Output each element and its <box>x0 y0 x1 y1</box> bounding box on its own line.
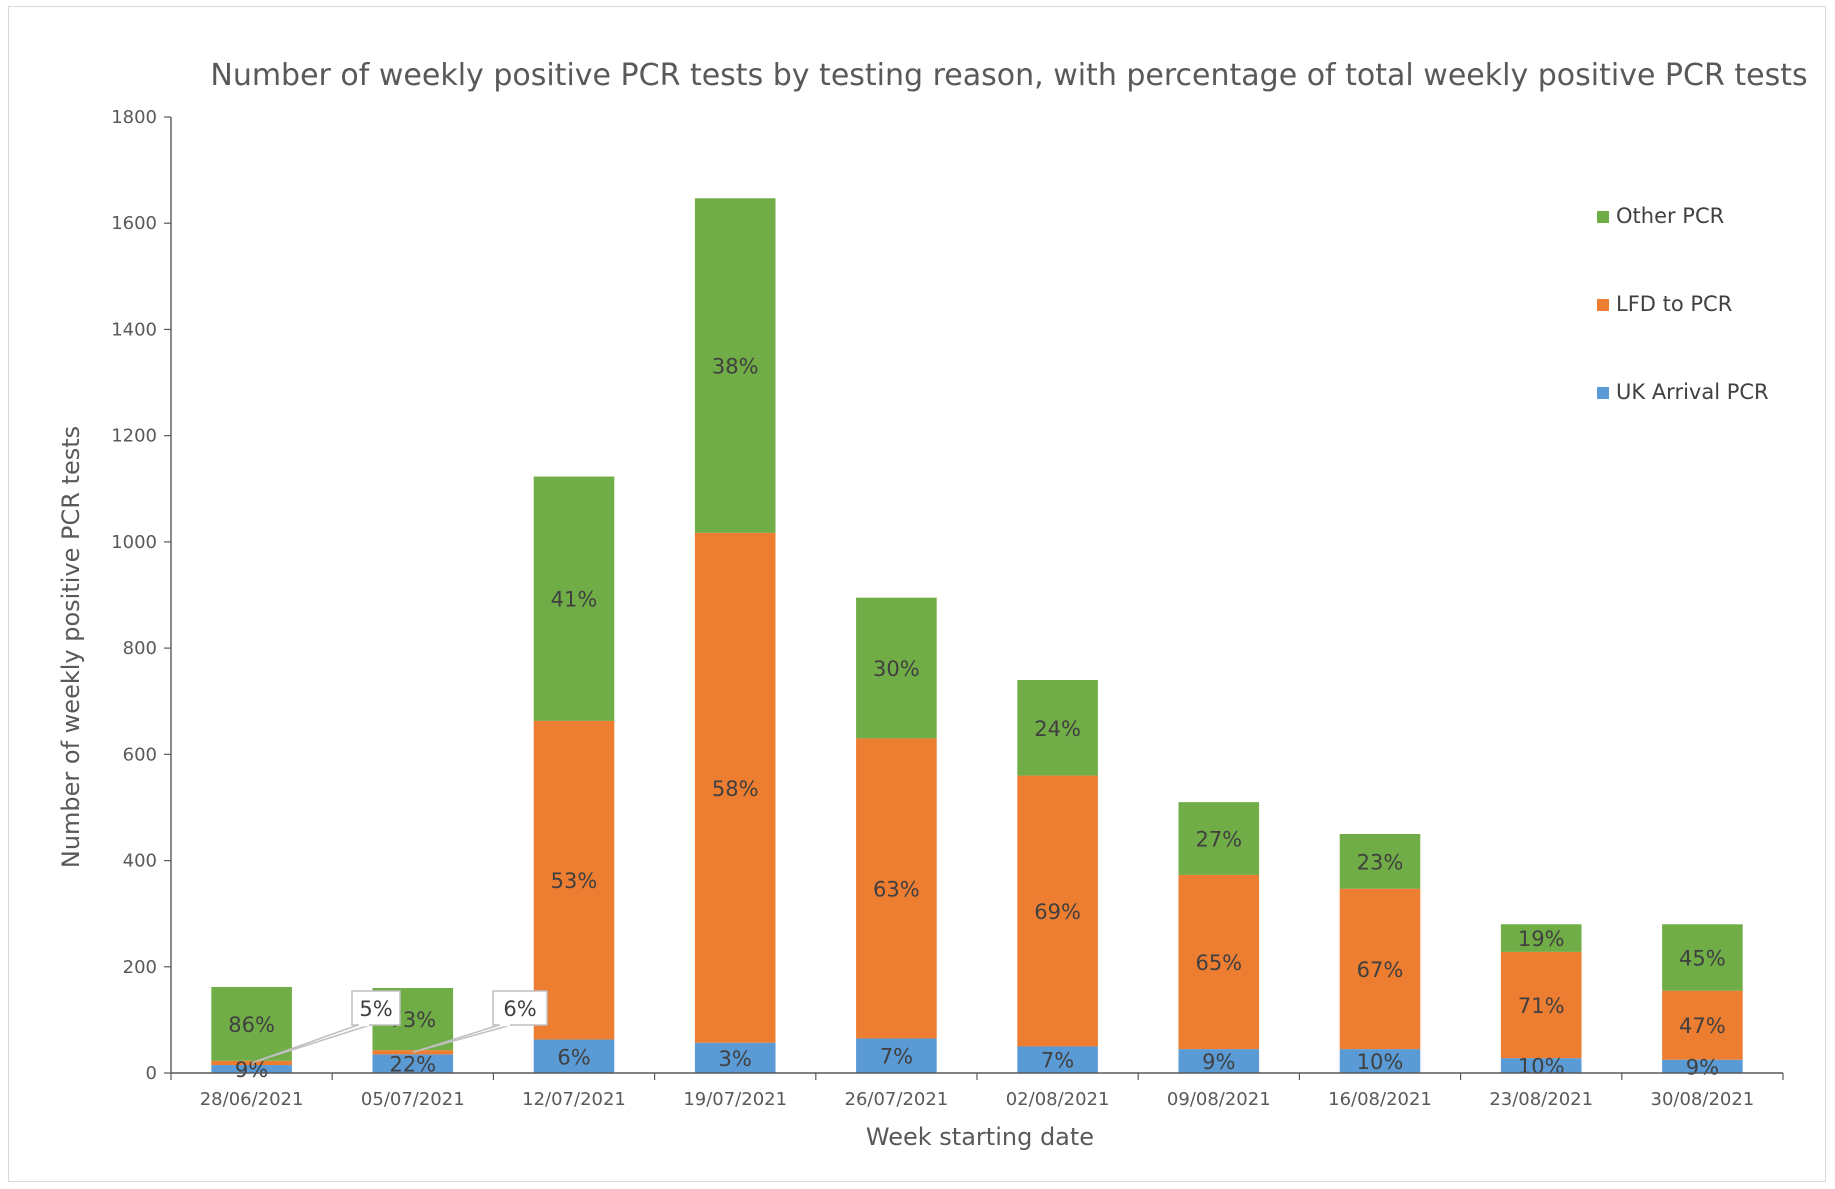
callout-label: 5% <box>359 997 392 1021</box>
data-label: 9% <box>1686 1055 1719 1079</box>
bar-segment-other-pcr <box>1178 802 1260 875</box>
bar-segment-uk-arrival-pcr <box>1178 1049 1260 1073</box>
chart-frame: Number of weekly positive PCR tests by t… <box>8 6 1826 1182</box>
bars-group <box>211 198 1743 1073</box>
callout-label: 6% <box>503 997 536 1021</box>
legend-label: Other PCR <box>1616 204 1724 228</box>
data-label: 10% <box>1357 1050 1404 1074</box>
y-tick-label: 400 <box>123 851 157 872</box>
data-label: 3% <box>719 1047 752 1071</box>
bar-segment-other-pcr <box>694 198 776 533</box>
bar-segment-lfd-to-pcr <box>856 738 937 1039</box>
x-tick-label: 26/07/2021 <box>845 1089 949 1110</box>
legend: Other PCR LFD to PCR UK Arrival PCR <box>1597 204 1769 404</box>
x-tick-label: 30/08/2021 <box>1651 1089 1755 1110</box>
y-tick-label: 600 <box>123 744 157 765</box>
y-tick-label: 1000 <box>111 532 157 553</box>
x-tick-label: 19/07/2021 <box>683 1089 787 1110</box>
legend-label: UK Arrival PCR <box>1616 380 1769 404</box>
data-label: 47% <box>1679 1014 1726 1038</box>
bar-segment-lfd-to-pcr <box>1662 990 1743 1060</box>
legend-swatch-other-pcr <box>1597 211 1609 223</box>
data-label: 9% <box>235 1058 268 1082</box>
data-label: 9% <box>1202 1050 1235 1074</box>
data-label: 19% <box>1518 927 1565 951</box>
y-tick-label: 1200 <box>111 426 157 447</box>
y-tick-label: 200 <box>123 957 157 978</box>
x-tick-label: 23/08/2021 <box>1489 1089 1593 1110</box>
legend-swatch-lfd-to-pcr <box>1597 299 1609 311</box>
data-labels-group: 9%86%22%73%6%53%41%3%58%38%7%63%30%7%69%… <box>228 355 1725 1082</box>
bar-segment-lfd-to-pcr <box>533 720 615 1040</box>
x-tick-label: 16/08/2021 <box>1328 1089 1432 1110</box>
callout-box <box>351 990 401 1026</box>
callout-box <box>492 990 548 1026</box>
bar-segment-other-pcr <box>856 597 937 739</box>
x-axis-ticks: 28/06/2021 05/07/2021 12/07/2021 19/07/2021… <box>170 1073 1784 1110</box>
data-label: 7% <box>880 1045 913 1069</box>
bar-segment-other-pcr <box>1339 834 1421 889</box>
bar-segment-uk-arrival-pcr <box>1500 1058 1582 1073</box>
bar-segment-other-pcr <box>1017 679 1098 776</box>
y-tick-label: 1800 <box>111 107 157 128</box>
data-label: 38% <box>712 355 759 379</box>
data-label: 58% <box>712 777 759 801</box>
bar-segment-lfd-to-pcr <box>1017 775 1098 1047</box>
data-label: 53% <box>551 869 598 893</box>
legend-label: LFD to PCR <box>1616 292 1732 316</box>
data-label: 69% <box>1034 900 1081 924</box>
x-axis-title: Week starting date <box>866 1123 1094 1151</box>
bar-segment-uk-arrival-pcr <box>533 1039 615 1073</box>
y-tick-label: 1400 <box>111 319 157 340</box>
bar-segment-lfd-to-pcr <box>1500 951 1582 1059</box>
bar-segment-uk-arrival-pcr <box>694 1042 776 1073</box>
bar-segment-other-pcr <box>1500 924 1582 952</box>
x-tick-label: 05/07/2021 <box>361 1089 465 1110</box>
y-axis-title: Number of weekly positive PCR tests <box>57 426 85 868</box>
y-axis-ticks: 0 200 400 600 800 1000 1200 1400 1600 1800 <box>111 107 171 1084</box>
data-label: 10% <box>1518 1055 1565 1079</box>
y-tick-label: 1600 <box>111 213 157 234</box>
bar-segment-uk-arrival-pcr <box>372 1054 454 1073</box>
bar-segment-uk-arrival-pcr <box>1339 1049 1421 1073</box>
data-label: 65% <box>1195 951 1242 975</box>
x-tick-label: 02/08/2021 <box>1006 1089 1110 1110</box>
bar-segment-other-pcr <box>533 476 615 721</box>
bar-segment-uk-arrival-pcr <box>211 1065 292 1073</box>
data-label: 27% <box>1195 828 1242 852</box>
data-label: 71% <box>1518 994 1565 1018</box>
x-tick-label: 09/08/2021 <box>1167 1089 1271 1110</box>
chart-title: Number of weekly positive PCR tests by t… <box>210 58 1807 93</box>
data-label: 23% <box>1357 850 1404 874</box>
bar-segment-uk-arrival-pcr <box>1017 1046 1098 1073</box>
stacked-bar-chart: Number of weekly positive PCR tests by t… <box>57 58 1808 1151</box>
data-label: 24% <box>1034 717 1081 741</box>
data-label: 6% <box>557 1045 590 1069</box>
bar-segment-lfd-to-pcr <box>1339 888 1421 1050</box>
data-label: 67% <box>1357 958 1404 982</box>
bar-segment-lfd-to-pcr <box>1178 874 1260 1050</box>
x-tick-label: 12/07/2021 <box>522 1089 626 1110</box>
bar-segment-uk-arrival-pcr <box>1662 1059 1743 1073</box>
data-label: 45% <box>1679 946 1726 970</box>
bar-segment-uk-arrival-pcr <box>856 1038 937 1073</box>
bar-segment-other-pcr <box>211 986 292 1061</box>
callouts-group: 5% 6% <box>251 990 548 1064</box>
y-tick-label: 0 <box>146 1063 157 1084</box>
data-label: 86% <box>228 1013 275 1037</box>
data-label: 7% <box>1041 1049 1074 1073</box>
data-label: 41% <box>551 588 598 612</box>
data-label: 30% <box>873 657 920 681</box>
legend-swatch-uk-arrival-pcr <box>1597 387 1609 399</box>
data-label: 63% <box>873 877 920 901</box>
y-tick-label: 800 <box>123 638 157 659</box>
bar-segment-lfd-to-pcr <box>694 532 776 1043</box>
x-tick-label: 28/06/2021 <box>200 1089 304 1110</box>
bar-segment-other-pcr <box>1662 924 1743 991</box>
